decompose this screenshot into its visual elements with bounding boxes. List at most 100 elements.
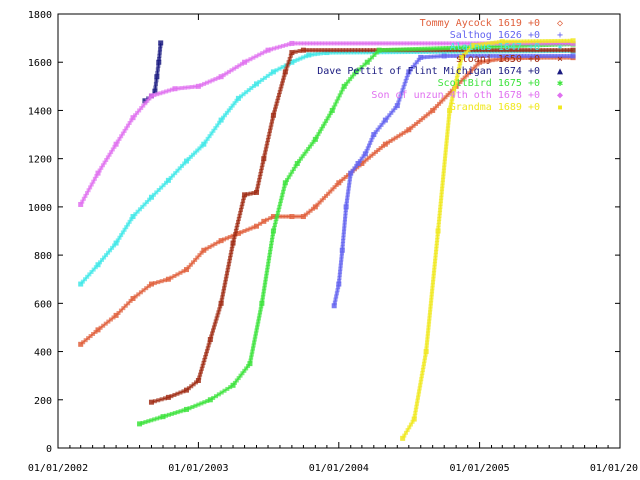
- data-point: [348, 170, 354, 176]
- trail-marker: [445, 129, 450, 134]
- trail-marker: [141, 103, 146, 108]
- trail-marker: [439, 195, 444, 200]
- trail-marker: [503, 53, 508, 58]
- trail-marker: [205, 136, 210, 141]
- trail-marker: [235, 222, 240, 227]
- data-point: [570, 38, 576, 44]
- trail-marker: [477, 45, 482, 50]
- trail-marker: [257, 79, 262, 84]
- trail-marker: [334, 48, 339, 53]
- trail-marker: [410, 41, 415, 46]
- trail-marker: [456, 67, 461, 72]
- trail-marker: [319, 126, 324, 131]
- trail-marker: [407, 47, 412, 52]
- trail-marker: [265, 268, 270, 273]
- trail-marker: [253, 331, 258, 336]
- trail-marker: [209, 131, 214, 136]
- trail-marker: [537, 48, 542, 53]
- trail-marker: [487, 41, 492, 46]
- trail-marker: [398, 41, 403, 46]
- trail-marker: [175, 272, 180, 277]
- trail-marker: [324, 118, 329, 123]
- trail-marker: [262, 283, 267, 288]
- trail-marker: [461, 52, 466, 57]
- trail-marker: [264, 274, 269, 279]
- trail-marker: [225, 386, 230, 391]
- trail-marker: [282, 183, 287, 188]
- series-6: [78, 40, 576, 207]
- trail-marker: [416, 46, 421, 51]
- trail-marker: [362, 48, 367, 53]
- trail-marker: [198, 369, 203, 374]
- trail-marker: [431, 277, 436, 282]
- trail-marker: [261, 159, 266, 164]
- trail-marker: [338, 41, 343, 46]
- trail-marker: [368, 140, 373, 145]
- trail-marker: [443, 95, 448, 100]
- data-point: [570, 53, 576, 59]
- trail-marker: [152, 93, 157, 98]
- trail-marker: [203, 139, 208, 144]
- trail-marker: [298, 41, 303, 46]
- trail-marker: [361, 154, 366, 159]
- trail-marker: [546, 48, 551, 53]
- trail-marker: [298, 56, 303, 61]
- trail-marker: [261, 292, 266, 297]
- legend-entry-1: Salthog 1626 +0: [450, 30, 540, 41]
- trail-marker: [211, 395, 216, 400]
- trail-marker: [226, 69, 231, 74]
- data-point: [261, 218, 267, 224]
- trail-marker: [283, 214, 288, 219]
- trail-marker: [269, 122, 274, 127]
- trail-marker: [430, 283, 435, 288]
- trail-marker: [458, 61, 463, 66]
- legend-marker-1: +: [557, 30, 563, 41]
- legend-marker-3: ×: [557, 54, 563, 65]
- trail-marker: [197, 146, 202, 151]
- series-1: [331, 53, 576, 309]
- trail-marker: [342, 226, 347, 231]
- trail-marker: [269, 47, 274, 52]
- trail-marker: [424, 346, 429, 351]
- trail-marker: [227, 259, 232, 264]
- trail-marker: [88, 334, 93, 339]
- trail-marker: [159, 185, 164, 190]
- data-point: [382, 117, 388, 123]
- data-point: [156, 59, 162, 65]
- data-point: [152, 88, 158, 94]
- trail-marker: [260, 162, 265, 167]
- trail-marker: [233, 232, 238, 237]
- trail-marker: [522, 55, 527, 60]
- trail-marker: [375, 127, 380, 132]
- trail-marker: [371, 48, 376, 53]
- trail-marker: [431, 46, 436, 51]
- trail-marker: [516, 56, 521, 61]
- trail-marker: [155, 67, 160, 72]
- trail-marker: [416, 57, 421, 62]
- trail-marker: [254, 54, 259, 59]
- data-point: [265, 47, 271, 53]
- trail-marker: [465, 45, 470, 50]
- trail-marker: [397, 97, 402, 102]
- trail-marker: [357, 50, 362, 55]
- trail-marker: [137, 108, 142, 113]
- trail-marker: [236, 376, 241, 381]
- trail-marker: [108, 248, 113, 253]
- trail-marker: [217, 120, 222, 125]
- trail-marker: [421, 116, 426, 121]
- trail-marker: [232, 66, 237, 71]
- data-point: [270, 228, 276, 234]
- trail-marker: [346, 186, 351, 191]
- y-tick-label: 1000: [28, 203, 52, 214]
- trail-marker: [124, 225, 129, 230]
- data-point: [570, 47, 576, 53]
- trail-marker: [540, 48, 545, 53]
- trail-marker: [197, 375, 202, 380]
- y-tick-label: 1800: [28, 10, 52, 21]
- trail-marker: [343, 211, 348, 216]
- trail-marker: [458, 48, 463, 53]
- trail-marker: [239, 61, 244, 66]
- trail-marker: [427, 313, 432, 318]
- trail-marker: [330, 50, 335, 55]
